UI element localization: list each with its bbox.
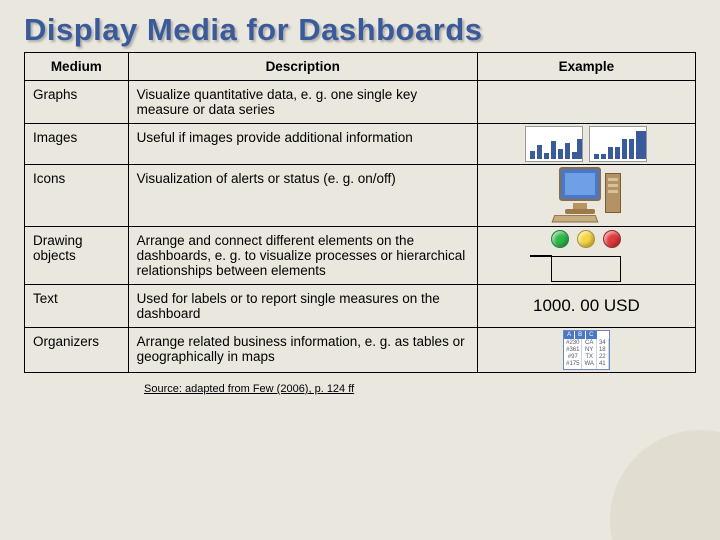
table-header-row: Medium Description Example — [25, 53, 696, 81]
light-green-icon — [551, 230, 569, 248]
source-citation: Source: adapted from Few (2006), p. 124 … — [144, 383, 696, 395]
cell-medium: Organizers — [25, 328, 129, 373]
table-row: Text Used for labels or to report single… — [25, 285, 696, 328]
col-header-example: Example — [477, 53, 695, 81]
cell-description: Useful if images provide additional info… — [128, 124, 477, 165]
media-table: Medium Description Example Graphs Visual… — [24, 52, 696, 373]
cell-example-organizers: ABC #230#361#97#175 CANYTXWA 34182241 — [477, 328, 695, 373]
cell-medium: Images — [25, 124, 129, 165]
cell-example-icons — [477, 165, 695, 227]
table-row: Images Useful if images provide addition… — [25, 124, 696, 165]
table-row: Graphs Visualize quantitative data, e. g… — [25, 81, 696, 124]
cell-medium: Icons — [25, 165, 129, 227]
mini-charts — [480, 126, 693, 162]
text-example-value: 1000. 00 USD — [480, 296, 693, 316]
table-row: Icons Visualization of alerts or status … — [25, 165, 696, 227]
col-header-medium: Medium — [25, 53, 129, 81]
decorative-circle — [610, 430, 720, 540]
col-header-description: Description — [128, 53, 477, 81]
cell-description: Visualize quantitative data, e. g. one s… — [128, 81, 477, 124]
cell-description: Arrange and connect different elements o… — [128, 227, 477, 285]
cell-description: Visualization of alerts or status (e. g.… — [128, 165, 477, 227]
cell-description: Arrange related business information, e.… — [128, 328, 477, 373]
light-yellow-icon — [577, 230, 595, 248]
table-row: Drawing objects Arrange and connect diff… — [25, 227, 696, 285]
light-red-icon — [603, 230, 621, 248]
cell-medium: Drawing objects — [25, 227, 129, 285]
traffic-lights — [480, 230, 693, 248]
cell-example-text: 1000. 00 USD — [477, 285, 695, 328]
cell-medium: Text — [25, 285, 129, 328]
cell-medium: Graphs — [25, 81, 129, 124]
computer-icon — [551, 167, 621, 221]
mini-chart-1 — [525, 126, 583, 162]
page-title: Display Media for Dashboards — [24, 12, 696, 48]
mini-chart-2 — [589, 126, 647, 162]
cell-example-images — [477, 124, 695, 165]
cell-description: Used for labels or to report single meas… — [128, 285, 477, 328]
table-row: Organizers Arrange related business info… — [25, 328, 696, 373]
cell-example-drawing — [477, 227, 695, 285]
cell-example-graphs — [477, 81, 695, 124]
box-shape-icon — [551, 256, 621, 282]
slide-container: Display Media for Dashboards Medium Desc… — [0, 0, 720, 403]
mini-table-icon: ABC #230#361#97#175 CANYTXWA 34182241 — [563, 330, 610, 370]
